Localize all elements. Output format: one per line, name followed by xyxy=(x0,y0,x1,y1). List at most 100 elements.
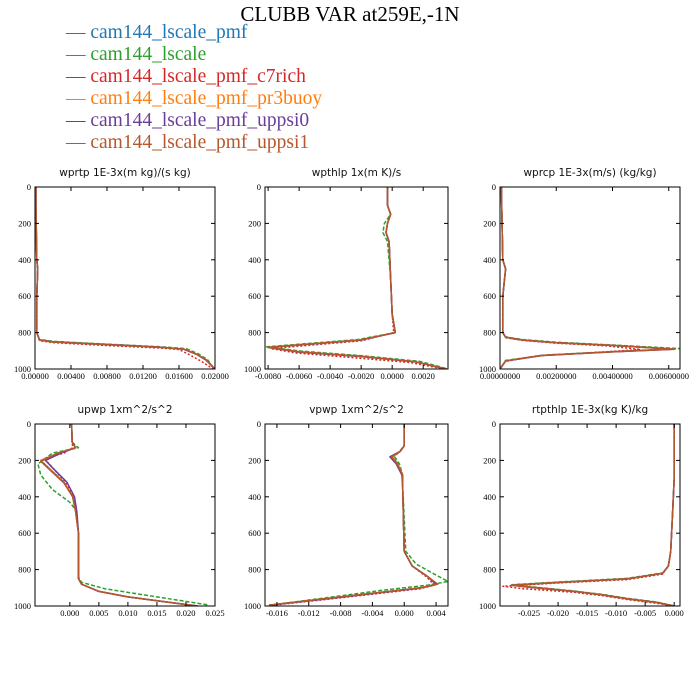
y-tick-label: 400 xyxy=(483,255,496,265)
legend-swatch: — xyxy=(66,44,91,65)
y-tick-label: 200 xyxy=(248,218,261,228)
series-line xyxy=(500,187,676,369)
legend-item: — cam144_lscale_pmf_uppsi0 xyxy=(66,110,322,132)
series-line xyxy=(500,187,676,369)
legend-item: — cam144_lscale_pmf_c7rich xyxy=(66,66,322,88)
series-line xyxy=(510,424,675,606)
x-tick-label: -0.004 xyxy=(361,608,384,618)
x-tick-label: -0.0040 xyxy=(317,371,343,381)
y-tick-label: 1000 xyxy=(14,364,31,374)
x-tick-label: -0.0060 xyxy=(286,371,312,381)
y-tick-label: 1000 xyxy=(14,601,31,611)
panel-title: rtpthlp 1E-3x(kg K)/kg xyxy=(532,404,648,416)
series-group xyxy=(502,424,675,606)
panel-5: rtpthlp 1E-3x(kg K)/kg 0 200 400 600 800 1000 -… xyxy=(479,404,684,618)
x-tick-label: 0.00400000 xyxy=(592,371,632,381)
y-tick-label: 800 xyxy=(483,328,496,338)
y-tick-label: 400 xyxy=(483,492,496,502)
series-line xyxy=(510,424,675,606)
y-tick-label: 0 xyxy=(257,182,261,192)
x-tick-label: -0.008 xyxy=(330,608,352,618)
y-tick-label: 400 xyxy=(18,492,31,502)
x-tick-label: 0.01600 xyxy=(165,371,193,381)
x-tick-label: -0.005 xyxy=(634,608,656,618)
series-group xyxy=(37,424,210,606)
y-tick-label: 1000 xyxy=(244,601,261,611)
series-line xyxy=(270,187,444,369)
x-tick-label: 0.00800 xyxy=(93,371,121,381)
y-tick-label: 600 xyxy=(248,291,261,301)
series-line xyxy=(35,187,215,369)
y-tick-label: 0 xyxy=(27,182,31,192)
panel-4: vpwp 1xm^2/s^2 0 200 400 600 800 1000 -0.016 -0.… xyxy=(244,404,449,618)
x-tick-label: 0.000 xyxy=(665,608,684,618)
x-tick-label: 0.00200000 xyxy=(536,371,576,381)
x-tick-label: 0.015 xyxy=(147,608,166,618)
series-line xyxy=(510,424,675,606)
plot-frame xyxy=(34,186,216,370)
plot-frame xyxy=(499,423,681,607)
panel-title: upwp 1xm^2/s^2 xyxy=(78,404,173,416)
panel-2: wprcp 1E-3x(m/s) (kg/kg) 0 200 400 600 800 100… xyxy=(479,167,689,381)
panel-3: upwp 1xm^2/s^2 0 200 400 600 800 1000 0.000 0.00… xyxy=(14,404,225,618)
legend: — cam144_lscale_pmf — cam144_lscale — ca… xyxy=(66,22,322,154)
y-tick-label: 0 xyxy=(257,419,261,429)
y-tick-label: 0 xyxy=(492,419,496,429)
y-tick-label: 200 xyxy=(18,455,31,465)
series-line xyxy=(276,424,448,605)
panel-title: wprtp 1E-3x(m kg)/(s kg) xyxy=(59,167,190,179)
y-tick-label: 800 xyxy=(248,328,261,338)
series-line xyxy=(40,424,198,606)
legend-label: cam144_lscale_pmf_c7rich xyxy=(90,66,306,87)
series-line xyxy=(510,424,675,606)
x-tick-label: 0.010 xyxy=(118,608,137,618)
y-tick-label: 200 xyxy=(483,455,496,465)
series-line xyxy=(268,424,437,606)
y-tick-label: 0 xyxy=(27,419,31,429)
x-tick-label: 0.005 xyxy=(89,608,108,618)
legend-label: cam144_lscale_pmf_uppsi1 xyxy=(90,132,310,153)
y-tick-label: 1000 xyxy=(479,364,496,374)
legend-item: — cam144_lscale_pmf xyxy=(66,22,322,44)
x-tick-label: -0.020 xyxy=(547,608,569,618)
panel-1: wpthlp 1x(m K)/s 0 200 400 600 800 1000-0.0080… xyxy=(244,167,449,381)
x-tick-label: -0.0080 xyxy=(255,371,281,381)
series-line xyxy=(500,187,642,369)
y-tick-label: 600 xyxy=(248,528,261,538)
plot-frame xyxy=(499,186,681,370)
y-tick-label: 1000 xyxy=(244,364,261,374)
y-tick-label: 400 xyxy=(18,255,31,265)
legend-item: — cam144_lscale_pmf_uppsi1 xyxy=(66,132,322,154)
series-line xyxy=(500,187,676,369)
y-tick-label: 800 xyxy=(248,565,261,575)
y-tick-label: 400 xyxy=(248,492,261,502)
y-tick-label: 600 xyxy=(483,291,496,301)
series-line xyxy=(510,424,675,606)
y-tick-label: 200 xyxy=(18,218,31,228)
x-tick-label: 0.00000 xyxy=(21,371,49,381)
x-tick-label: -0.012 xyxy=(298,608,320,618)
y-tick-label: 200 xyxy=(248,455,261,465)
y-tick-label: 800 xyxy=(483,565,496,575)
series-group xyxy=(500,187,680,369)
y-tick-label: 800 xyxy=(18,565,31,575)
x-tick-label: -0.010 xyxy=(605,608,627,618)
series-line xyxy=(268,424,437,606)
legend-item: — cam144_lscale xyxy=(66,44,322,66)
figure-title: CLUBB VAR at259E,-1N xyxy=(240,2,460,26)
y-tick-label: 200 xyxy=(483,218,496,228)
panel-title: wprcp 1E-3x(m/s) (kg/kg) xyxy=(523,167,656,179)
panel-title: vpwp 1xm^2/s^2 xyxy=(309,404,404,416)
x-tick-label: 0.00400 xyxy=(57,371,85,381)
y-tick-label: 600 xyxy=(483,528,496,538)
legend-label: cam144_lscale_pmf xyxy=(90,22,248,43)
x-tick-label: 0.000 xyxy=(395,608,414,618)
y-tick-label: 400 xyxy=(248,255,261,265)
x-tick-label: 0.025 xyxy=(205,608,224,618)
legend-label: cam144_lscale_pmf_uppsi0 xyxy=(90,110,310,131)
series-line xyxy=(267,187,447,369)
legend-item: — cam144_lscale_pmf_pr3buoy xyxy=(66,88,322,110)
x-tick-label: 0.0020 xyxy=(411,371,434,381)
series-group xyxy=(268,424,448,606)
